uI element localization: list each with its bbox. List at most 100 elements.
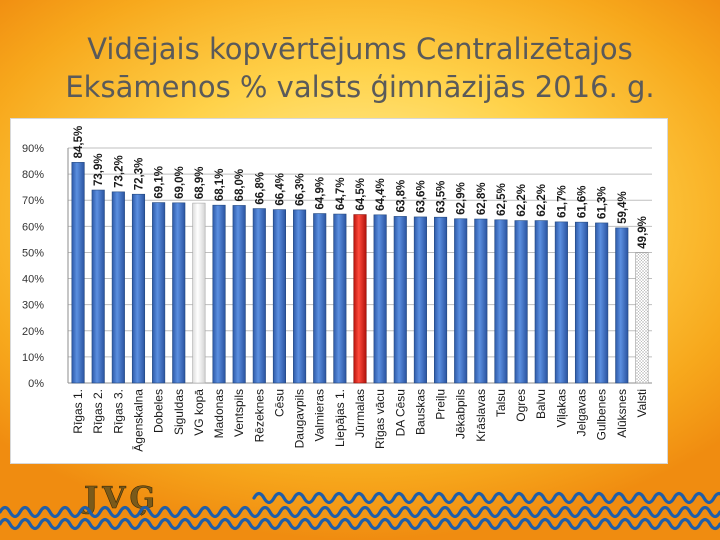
data-label: 62,2% xyxy=(516,184,528,217)
bar xyxy=(232,205,246,384)
slide-title: Vidējais kopvērtējums Centralizētajos Ek… xyxy=(0,30,720,106)
y-tick-label: 60% xyxy=(22,221,44,233)
bar xyxy=(454,218,468,384)
bar xyxy=(111,191,125,384)
bar xyxy=(333,213,347,384)
x-tick-label: Dobeles xyxy=(152,389,166,433)
x-tick-label: Ogres xyxy=(514,389,528,422)
bar xyxy=(393,216,407,384)
bar xyxy=(595,222,609,384)
data-label: 66,4% xyxy=(274,173,286,206)
bar xyxy=(252,208,266,384)
x-tick-label: Valsti xyxy=(635,389,649,417)
wave-line xyxy=(0,505,720,519)
y-tick-label: 80% xyxy=(22,169,44,181)
data-label: 66,3% xyxy=(295,173,307,206)
x-tick-label: Krāslavas xyxy=(474,389,488,442)
data-label: 49,9% xyxy=(637,216,649,249)
data-label: 61,3% xyxy=(597,186,609,219)
bar xyxy=(494,219,508,384)
data-label: 73,9% xyxy=(93,153,105,186)
bar xyxy=(434,216,448,384)
bar xyxy=(272,209,286,384)
x-tick-label: Siguldas xyxy=(172,389,186,435)
data-label: 68,1% xyxy=(214,169,226,202)
x-tick-label: Daugavpils xyxy=(293,389,307,448)
x-tick-label: Gulbenes xyxy=(595,389,609,440)
data-label: 59,4% xyxy=(617,191,629,224)
data-label: 61,6% xyxy=(577,186,589,219)
data-label: 61,7% xyxy=(556,185,568,218)
x-tick-label: Rīgas vācu xyxy=(373,389,387,449)
bar xyxy=(212,204,226,384)
data-label: 64,5% xyxy=(355,178,367,211)
data-label: 63,8% xyxy=(395,180,407,213)
bar xyxy=(373,214,387,384)
data-label: 68,9% xyxy=(194,166,206,199)
bar xyxy=(554,221,568,384)
x-tick-label: Āgenskalna xyxy=(131,389,145,452)
data-labels: 84,5% 73,9% 73,2% 72,3% 69,1% 69,0% 68,9% 68,1%… xyxy=(73,126,649,249)
gridlines xyxy=(67,147,652,384)
data-label: 73,2% xyxy=(113,155,125,188)
x-tick-label: Alūksnes xyxy=(615,389,629,438)
bar xyxy=(192,202,206,384)
x-tick-label: Rīgas 2. xyxy=(91,389,105,434)
bar xyxy=(474,218,488,384)
data-label: 66,8% xyxy=(254,172,266,205)
wave-decoration xyxy=(0,491,720,531)
data-label: 62,8% xyxy=(476,182,488,215)
wave-line xyxy=(252,491,720,505)
x-tick-label: Jelgavas xyxy=(575,389,589,436)
x-tick-label: DA Cēsu xyxy=(393,389,407,436)
bar xyxy=(152,202,166,384)
bar xyxy=(615,227,629,384)
bars xyxy=(71,162,649,384)
x-axis: Rīgas 1. Rīgas 2. Rīgas 3. Āgenskalna Dobele… xyxy=(71,389,649,452)
data-label: 62,2% xyxy=(536,184,548,217)
data-label: 68,0% xyxy=(234,169,246,202)
data-label: 62,5% xyxy=(496,183,508,216)
data-label: 64,4% xyxy=(375,178,387,211)
data-label: 63,5% xyxy=(436,181,448,214)
x-tick-label: Rīgas 3. xyxy=(111,389,125,434)
x-tick-label: VG kopā xyxy=(192,389,206,436)
data-label: 69,1% xyxy=(154,166,166,199)
bar xyxy=(91,189,105,384)
y-axis: 0% 10% 20% 30% 40% 50% 60% 70% 80% 90% xyxy=(22,143,44,390)
data-label: 64,7% xyxy=(335,177,347,210)
bar xyxy=(71,162,85,384)
data-label: 64,9% xyxy=(315,177,327,210)
bar xyxy=(131,193,146,384)
x-tick-label: Madonas xyxy=(212,389,226,438)
x-tick-label: Talsu xyxy=(494,389,508,417)
y-tick-label: 70% xyxy=(22,195,44,207)
x-tick-label: Jēkabpils xyxy=(454,389,468,439)
y-tick-label: 10% xyxy=(22,352,44,364)
data-label: 84,5% xyxy=(73,126,85,159)
bar xyxy=(313,213,327,384)
x-tick-label: Rēzeknes xyxy=(252,389,266,442)
x-tick-label: Liepājas 1. xyxy=(333,389,347,447)
x-tick-label: Cēsu xyxy=(272,389,286,417)
data-label: 69,0% xyxy=(174,166,186,199)
bar xyxy=(353,214,367,384)
x-tick-label: Preiļu xyxy=(434,389,448,420)
x-tick-label: Valmieras xyxy=(313,389,327,441)
data-label: 62,9% xyxy=(456,182,468,215)
bar xyxy=(514,220,528,384)
bar xyxy=(413,216,427,384)
bar xyxy=(172,202,186,384)
y-tick-label: 40% xyxy=(22,274,44,286)
bar xyxy=(534,220,548,384)
x-tick-label: Bauskas xyxy=(413,389,427,435)
x-tick-label: Ventspils xyxy=(232,389,246,437)
bar xyxy=(293,209,307,384)
bar-chart: 0% 10% 20% 30% 40% 50% 60% 70% 80% 90% 84,5% 73,9%… xyxy=(22,126,652,452)
bar xyxy=(635,252,649,384)
wave-line xyxy=(0,517,720,531)
data-label: 63,6% xyxy=(415,180,427,213)
y-tick-label: 50% xyxy=(22,247,44,259)
title-line-1: Vidējais kopvērtējums Centralizētajos xyxy=(87,32,633,66)
bar xyxy=(574,221,589,384)
